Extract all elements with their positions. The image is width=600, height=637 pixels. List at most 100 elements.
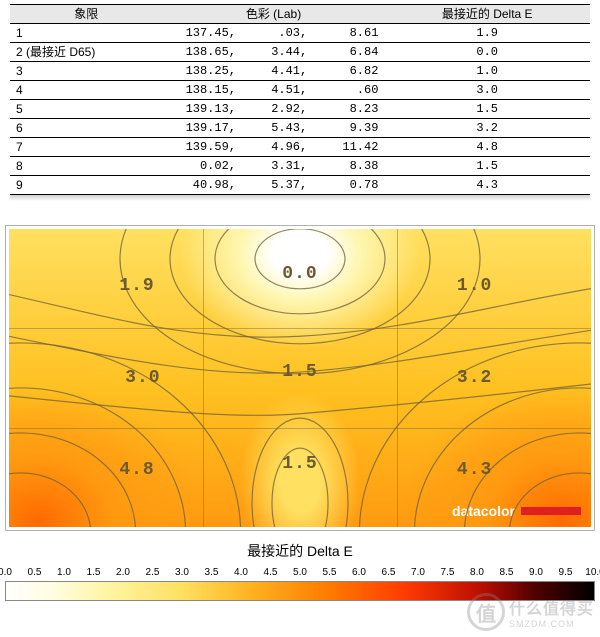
table-row: 5139.13,2.92,8.231.5 <box>10 100 590 119</box>
cell-lab-l: 138.15, <box>163 81 242 100</box>
contour-cell-value: 1.5 <box>282 454 317 474</box>
cell-lab-a: 3.44, <box>242 43 313 62</box>
colorbar-tick-label: 4.5 <box>264 567 278 578</box>
datacolor-bar-icon <box>521 507 581 515</box>
table-row: 4138.15,4.51,.603.0 <box>10 81 590 100</box>
datacolor-brand: datacolor <box>452 503 581 519</box>
col-header-quadrant: 象限 <box>10 5 163 24</box>
cell-lab-a: 5.43, <box>242 119 313 138</box>
lab-deltae-table: 象限 色彩 (Lab) 最接近的 Delta E 1137.45,.03,8.6… <box>10 4 590 195</box>
colorbar-tick-label: 9.5 <box>559 567 573 578</box>
cell-deltae: 3.0 <box>384 81 590 100</box>
colorbar-tick-label: 2.5 <box>146 567 160 578</box>
colorbar-tick-label: 3.5 <box>205 567 219 578</box>
datacolor-label: datacolor <box>452 503 515 519</box>
cell-quadrant: 5 <box>10 100 163 119</box>
col-header-lab: 色彩 (Lab) <box>163 5 385 24</box>
cell-lab-l: 40.98, <box>163 176 242 195</box>
grid-line-horizontal <box>9 328 591 329</box>
colorbar-tick-label: 0.0 <box>0 567 12 578</box>
colorbar-ticks: 0.00.51.01.52.02.53.03.54.04.55.05.56.06… <box>5 567 595 581</box>
cell-lab-l: 138.65, <box>163 43 242 62</box>
colorbar-tick-label: 7.0 <box>411 567 425 578</box>
grid-line-vertical <box>397 229 398 527</box>
cell-lab-a: .03, <box>242 24 313 43</box>
contour-cell-value: 1.5 <box>282 362 317 382</box>
cell-quadrant: 4 <box>10 81 163 100</box>
table-row: 6139.17,5.43,9.393.2 <box>10 119 590 138</box>
watermark-text: 什么值得买 <box>509 601 594 618</box>
cell-lab-l: 0.02, <box>163 157 242 176</box>
cell-quadrant: 3 <box>10 62 163 81</box>
cell-lab-a: 4.96, <box>242 138 313 157</box>
col-header-deltae: 最接近的 Delta E <box>384 5 590 24</box>
colorbar-caption: 最接近的 Delta E <box>0 541 600 561</box>
cell-lab-a: 5.37, <box>242 176 313 195</box>
colorbar-tick-label: 0.5 <box>28 567 42 578</box>
cell-quadrant: 6 <box>10 119 163 138</box>
cell-deltae: 1.9 <box>384 24 590 43</box>
colorbar-tick-label: 1.5 <box>87 567 101 578</box>
colorbar-tick-label: 5.5 <box>323 567 337 578</box>
colorbar-tick-label: 6.5 <box>382 567 396 578</box>
contour-cell-value: 4.3 <box>457 460 492 480</box>
colorbar-tick-label: 2.0 <box>116 567 130 578</box>
cell-lab-b: 9.39 <box>313 119 384 138</box>
grid-line-horizontal <box>9 428 591 429</box>
smzdm-watermark: 值 什么值得买 SMZDM.COM <box>467 593 594 631</box>
cell-lab-b: 6.84 <box>313 43 384 62</box>
cell-lab-a: 4.51, <box>242 81 313 100</box>
colorbar-tick-label: 10.0 <box>585 567 600 578</box>
cell-deltae: 3.2 <box>384 119 590 138</box>
watermark-badge-icon: 值 <box>467 593 505 631</box>
table-row: 2 (最接近 D65)138.65,3.44,6.840.0 <box>10 43 590 62</box>
cell-lab-a: 2.92, <box>242 100 313 119</box>
cell-deltae: 1.0 <box>384 62 590 81</box>
cell-quadrant: 8 <box>10 157 163 176</box>
table-row: 940.98,5.37,0.784.3 <box>10 176 590 195</box>
contour-plot-frame: datacolor 1.90.01.03.01.53.24.81.54.3 <box>5 225 595 531</box>
cell-lab-b: 8.61 <box>313 24 384 43</box>
cell-lab-b: 11.42 <box>313 138 384 157</box>
cell-lab-a: 4.41, <box>242 62 313 81</box>
table-row: 80.02,3.31,8.381.5 <box>10 157 590 176</box>
cell-lab-b: 8.38 <box>313 157 384 176</box>
colorbar-tick-label: 9.0 <box>529 567 543 578</box>
watermark-sub: SMZDM.COM <box>509 619 594 629</box>
cell-lab-l: 139.17, <box>163 119 242 138</box>
table-header-row: 象限 色彩 (Lab) 最接近的 Delta E <box>10 5 590 24</box>
cell-lab-l: 137.45, <box>163 24 242 43</box>
cell-quadrant: 2 (最接近 D65) <box>10 43 163 62</box>
table-row: 1137.45,.03,8.611.9 <box>10 24 590 43</box>
cell-lab-b: 6.82 <box>313 62 384 81</box>
cell-lab-b: 8.23 <box>313 100 384 119</box>
table-row: 7139.59,4.96,11.424.8 <box>10 138 590 157</box>
contour-cell-value: 1.0 <box>457 276 492 296</box>
cell-quadrant: 9 <box>10 176 163 195</box>
contour-cell-value: 0.0 <box>282 264 317 284</box>
colorbar-tick-label: 7.5 <box>441 567 455 578</box>
cell-lab-b: .60 <box>313 81 384 100</box>
contour-cell-value: 4.8 <box>119 460 154 480</box>
cell-deltae: 0.0 <box>384 43 590 62</box>
cell-deltae: 4.3 <box>384 176 590 195</box>
cell-lab-l: 139.13, <box>163 100 242 119</box>
cell-deltae: 1.5 <box>384 157 590 176</box>
cell-quadrant: 7 <box>10 138 163 157</box>
cell-quadrant: 1 <box>10 24 163 43</box>
cell-deltae: 1.5 <box>384 100 590 119</box>
colorbar-tick-label: 8.5 <box>500 567 514 578</box>
colorbar-tick-label: 6.0 <box>352 567 366 578</box>
contour-cell-value: 3.0 <box>125 368 160 388</box>
contour-plot: datacolor 1.90.01.03.01.53.24.81.54.3 <box>9 229 591 527</box>
contour-cell-value: 3.2 <box>457 368 492 388</box>
colorbar-tick-label: 8.0 <box>470 567 484 578</box>
cell-lab-b: 0.78 <box>313 176 384 195</box>
table-shadow <box>10 195 590 201</box>
cell-lab-l: 138.25, <box>163 62 242 81</box>
cell-lab-a: 3.31, <box>242 157 313 176</box>
cell-lab-l: 139.59, <box>163 138 242 157</box>
grid-line-vertical <box>203 229 204 527</box>
colorbar-tick-label: 5.0 <box>293 567 307 578</box>
table-row: 3138.25,4.41,6.821.0 <box>10 62 590 81</box>
